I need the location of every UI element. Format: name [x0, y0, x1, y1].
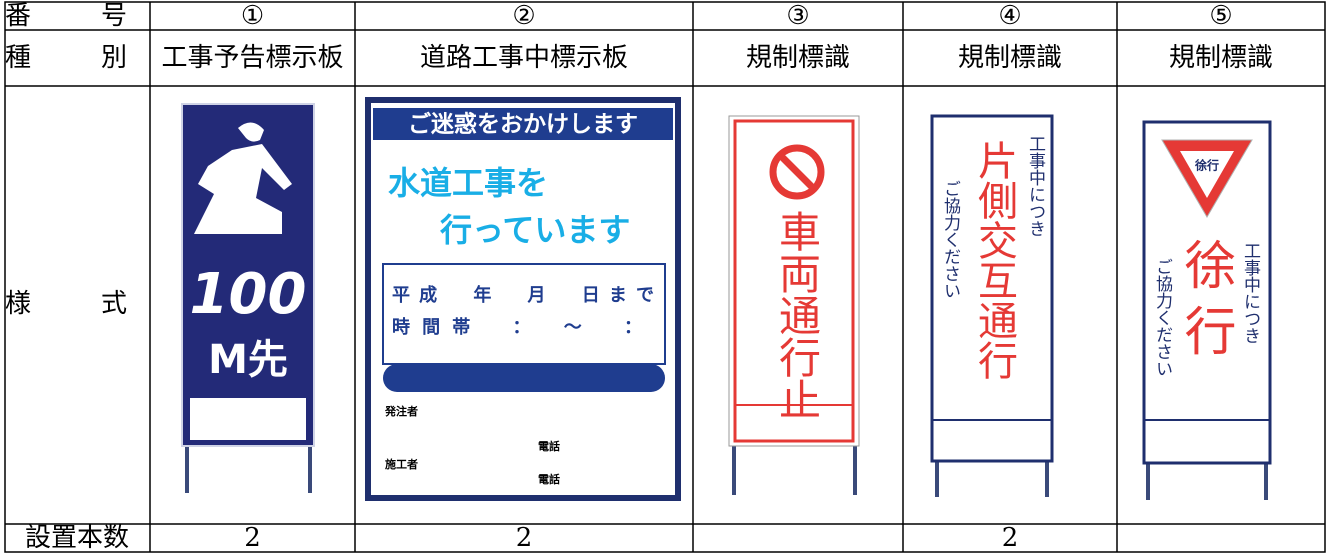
column-number: ④ — [998, 1, 1021, 31]
sign-type: 規制標識 — [1169, 43, 1273, 73]
column-number: ③ — [786, 1, 809, 31]
sign-text: ご協力ください — [1152, 258, 1173, 377]
row-label: 番 号 — [5, 1, 149, 31]
sign-advance-notice: 100 M先 — [181, 103, 315, 493]
sign-text: 100 — [190, 262, 307, 327]
sign-text: 時間帯 ： 〜 ： — [392, 316, 642, 338]
sign-text: M先 — [208, 337, 288, 383]
sign-text: ご協力ください — [940, 180, 961, 299]
quantity: 2 — [516, 523, 533, 553]
sign-text: 行っています — [440, 211, 630, 249]
sign-text: 発注者 — [384, 404, 418, 418]
row-label: 設置本数 — [25, 523, 129, 553]
sign-text: 徐行 — [1175, 238, 1235, 370]
sign-type: 道路工事中標示板 — [420, 43, 628, 73]
column-number: ① — [241, 1, 264, 31]
sign-text: 工事中につき — [1025, 135, 1046, 237]
sign-text: 車両通行止 — [773, 210, 822, 420]
sign-text: 電話 — [538, 439, 560, 453]
sign-text: 片側交互通行 — [971, 140, 1018, 380]
sign-type: 規制標識 — [746, 43, 850, 73]
column-number: ② — [512, 1, 535, 31]
sign-roadwork: ご迷惑をおかけします 水道工事を 行っています 平成 年 月 日まで 時間帯 ：… — [365, 97, 681, 501]
sign-text: 水道工事を — [388, 164, 548, 202]
quantity: 2 — [1002, 523, 1019, 553]
table-grid — [4, 1, 1326, 553]
sign-text: ご迷惑をおかけします — [408, 111, 638, 138]
row-label: 種 別 — [5, 43, 149, 73]
sign-text: 電話 — [538, 472, 560, 486]
sign-text: 施工者 — [385, 457, 418, 471]
row-label: 様 式 — [5, 289, 149, 319]
sign-alternating: 片側交互通行 工事中につき ご協力ください — [930, 114, 1054, 497]
sign-closed: 車両通行止 — [728, 115, 860, 495]
quantity: 2 — [244, 523, 261, 553]
sign-slow: 徐行 徐行 工事中につき ご協力ください — [1142, 120, 1272, 500]
sign-type: 規制標識 — [958, 43, 1062, 73]
sign-text: 徐行 — [1194, 158, 1219, 173]
sign-type: 工事予告標示板 — [161, 43, 343, 73]
column-number: ⑤ — [1209, 1, 1232, 31]
sign-text: 工事中につき — [1240, 242, 1261, 344]
